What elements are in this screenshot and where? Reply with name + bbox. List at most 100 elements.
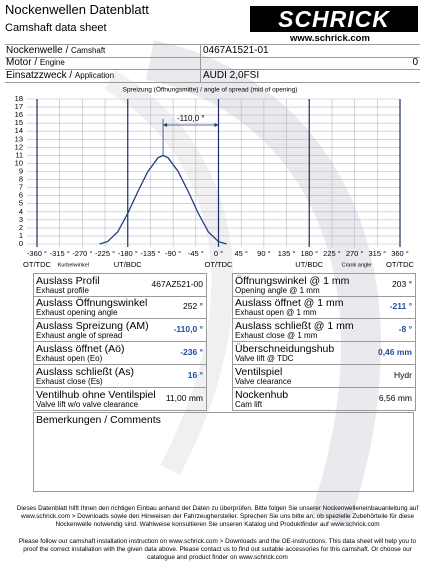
x-tick-label: -135 °	[140, 249, 160, 258]
spec-value: -8 °	[398, 324, 412, 334]
spec-label: Öffnungswinkel @ 1 mm	[235, 275, 350, 287]
label-de: Nockenwelle /	[6, 45, 69, 56]
x-tick-label: -45 °	[188, 249, 204, 258]
y-tick-label: 1	[19, 231, 23, 240]
spec-cell: Auslass schließt (As) Exhaust close (Es) 1…	[33, 365, 207, 388]
title: Nockenwellen Datenblatt	[5, 2, 149, 17]
spec-label: Auslass schließt @ 1 mm	[235, 320, 354, 332]
x-tick-label: -315 °	[50, 249, 70, 258]
info-value: 0467A1521-01	[200, 45, 418, 57]
website: www.schrick.com	[290, 33, 370, 44]
label-en: Camshaft	[71, 46, 106, 55]
spec-value: -211 °	[389, 301, 412, 311]
x-tick-label: 135 °	[278, 249, 296, 258]
spec-value: 6,56 mm	[378, 393, 412, 403]
y-tick-label: 9	[19, 166, 23, 175]
spec-cell: Überschneidungshub Valve lift @ TDC 0,46 m…	[232, 342, 416, 365]
spec-label: Überschneidungshub	[235, 343, 335, 355]
spec-value: 11,00 mm	[165, 393, 203, 403]
x-tick-label: 45 °	[234, 249, 247, 258]
spec-value: 16 °	[187, 370, 203, 380]
spec-value: 467AZ521-00	[151, 279, 203, 289]
subtitle: Camshaft data sheet	[5, 22, 107, 34]
spec-value: 203 °	[392, 279, 412, 289]
y-tick-label: 18	[15, 94, 23, 103]
y-tick-label: 13	[15, 134, 23, 143]
logo: SCHRICK	[250, 6, 418, 32]
spec-label-en: Exhaust close (Es)	[36, 377, 103, 386]
annotation-label: -110,0 °	[177, 114, 205, 123]
axis-note: OT/TDC	[386, 260, 414, 269]
spec-cell: Auslass Spreizung (AM) Exhaust angle of s…	[33, 319, 207, 342]
x-tick-label: 0 °	[214, 249, 223, 258]
x-tick-label: 270 °	[346, 249, 364, 258]
axis-note: OT/TDC	[23, 260, 51, 269]
spec-cell: Auslass Profil Exhaust profile 467AZ521-00	[33, 273, 207, 297]
spec-value: 0,46 mm	[377, 347, 412, 357]
spec-cell: Nockenhub Cam lift 6,56 mm	[232, 388, 416, 411]
spec-label: Ventilhub ohne Ventilspiel	[36, 389, 156, 401]
x-tick-label: 90 °	[257, 249, 270, 258]
y-tick-label: 8	[19, 175, 23, 184]
axis-note: UT/BDC	[114, 260, 143, 269]
y-tick-label: 11	[15, 150, 23, 159]
y-tick-label: 6	[19, 191, 23, 200]
info-label: Motor / Engine	[6, 57, 196, 69]
spec-value: -110,0 °	[173, 324, 203, 334]
axis-note: UT/BDC	[295, 260, 324, 269]
label-de: Einsatzzweck /	[6, 70, 73, 81]
label-en: Application	[74, 71, 115, 80]
info-row: Nockenwelle / Camshaft 0467A1521-01	[5, 44, 420, 58]
info-value: AUDI 2,0FSI	[200, 70, 418, 82]
y-tick-label: 2	[19, 223, 23, 232]
spec-label-en: Exhaust opening angle	[36, 308, 118, 317]
spec-label-en: Exhaust close @ 1 mm	[235, 331, 318, 340]
spec-label-en: Exhaust open (Eo)	[36, 354, 103, 363]
spec-label: Nockenhub	[235, 389, 289, 401]
spec-label-en: Valve clearance	[235, 377, 292, 386]
axis-note: OT/TDC	[205, 260, 233, 269]
y-tick-label: 4	[19, 207, 23, 216]
y-tick-label: 12	[15, 142, 23, 151]
spec-label-en: Opening angle @ 1 mm	[235, 286, 320, 295]
footer-en: Please follow our camshaft installation …	[18, 537, 417, 562]
footer-de: Dieses Datenblatt hilft Ihnen den richti…	[16, 505, 419, 529]
spec-cell: Auslass öffnet @ 1 mm Exhaust open @ 1 mm…	[232, 296, 416, 319]
spec-label: Auslass schließt (As)	[36, 366, 135, 378]
spec-cell: Öffnungswinkel @ 1 mm Opening angle @ 1 m…	[232, 273, 416, 297]
info-label: Einsatzzweck / Application	[6, 70, 196, 82]
info-value: 0	[200, 57, 418, 69]
y-tick-label: 14	[15, 126, 23, 135]
x-tick-label: -360 °	[27, 249, 47, 258]
x-tick-label: 225 °	[323, 249, 341, 258]
x-tick-label: -90 °	[165, 249, 181, 258]
spec-label-en: Valve lift w/o valve clearance	[36, 400, 139, 409]
footer: Dieses Datenblatt hilft Ihnen den richti…	[12, 505, 423, 562]
spec-cell: Auslass Öffnungswinkel Exhaust opening an…	[33, 296, 207, 319]
spec-label-en: Exhaust profile	[36, 286, 89, 295]
axis-note: Crank angle	[342, 262, 372, 268]
label-en: Engine	[39, 58, 65, 67]
y-tick-label: 7	[19, 183, 23, 192]
spec-label: Auslass öffnet @ 1 mm	[235, 297, 344, 309]
spec-cell: Auslass schließt @ 1 mm Exhaust close @ 1…	[232, 319, 416, 342]
y-tick-label: 16	[15, 110, 23, 119]
x-tick-label: -225 °	[95, 249, 115, 258]
spec-table: Auslass Profil Exhaust profile 467AZ521-00…	[33, 273, 416, 412]
x-tick-label: 360 °	[391, 249, 409, 258]
spec-label-en: Exhaust angle of spread	[36, 331, 123, 340]
spec-label: Auslass Profil	[36, 275, 100, 287]
info-row: Einsatzzweck / Application AUDI 2,0FSI	[5, 70, 420, 83]
label-de: Motor /	[6, 57, 38, 68]
x-tick-label: 180 °	[300, 249, 318, 258]
spec-label-en: Cam lift	[235, 400, 263, 409]
spec-value: Hydr	[394, 370, 412, 380]
chart-title: Spreizung (Öffnungsmitte) / angle of spr…	[123, 86, 298, 94]
lift-curve	[99, 154, 227, 245]
spec-label: Auslass öffnet (Aö)	[36, 343, 125, 355]
spec-value: 252 °	[183, 301, 203, 311]
y-tick-label: 10	[15, 158, 23, 167]
chart: Spreizung (Öffnungsmitte) / angle of spr…	[15, 86, 415, 269]
spec-label-en: Exhaust open @ 1 mm	[235, 308, 317, 317]
